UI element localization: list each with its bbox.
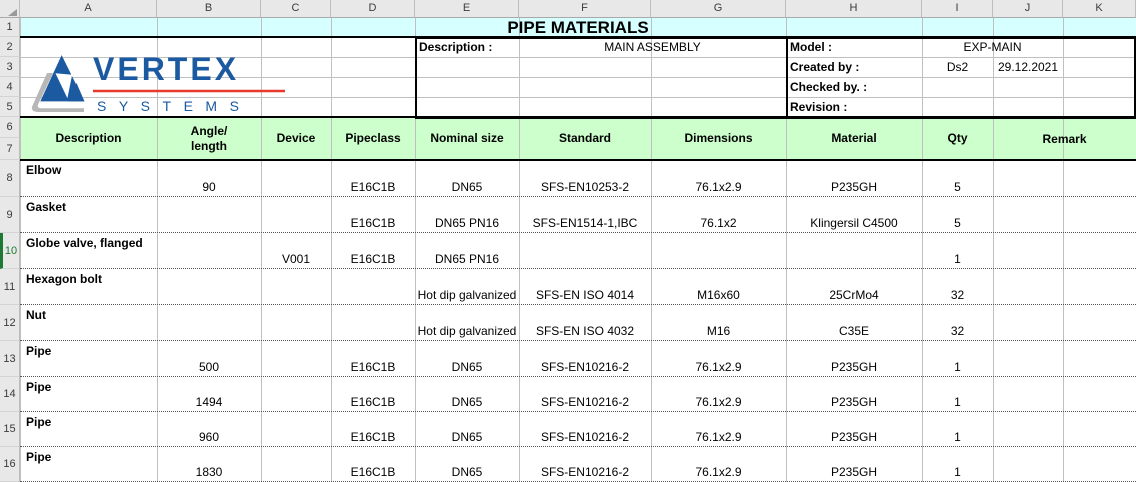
- svg-text:SYSTEMS: SYSTEMS: [97, 98, 251, 114]
